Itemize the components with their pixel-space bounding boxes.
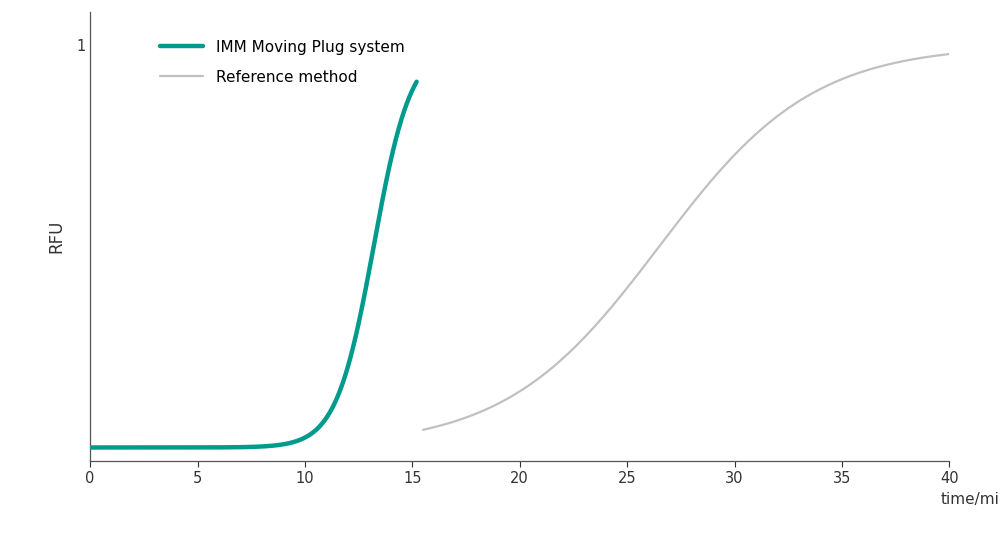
Reference method [417,426,429,433]
Reference method [943,51,955,57]
Legend: IMM Moving Plug system, Reference method: IMM Moving Plug system, Reference method [154,34,411,91]
Reference method [928,53,940,59]
IMM Moving Plug system [243,444,255,450]
Line: Reference method: Reference method [423,54,949,430]
Reference method [659,236,671,242]
Reference method [673,217,685,224]
Y-axis label: RFU: RFU [47,220,65,253]
IMM Moving Plug system [411,78,423,85]
IMM Moving Plug system [84,445,96,451]
Line: IMM Moving Plug system: IMM Moving Plug system [90,82,417,448]
IMM Moving Plug system [101,445,113,451]
Reference method [928,53,940,59]
IMM Moving Plug system [341,366,353,372]
IMM Moving Plug system [234,444,246,450]
X-axis label: time/min: time/min [941,492,1000,507]
Reference method [831,78,843,84]
IMM Moving Plug system [401,100,413,106]
IMM Moving Plug system [401,99,413,106]
Reference method [444,419,456,426]
